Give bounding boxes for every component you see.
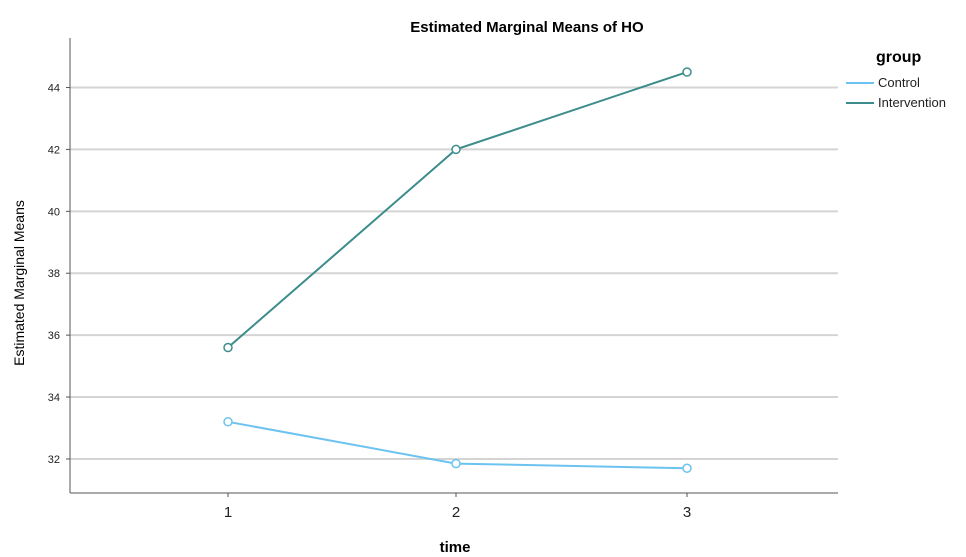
legend-label-control: Control <box>878 75 920 90</box>
y-tick-label: 44 <box>48 83 60 95</box>
data-point-intervention <box>451 144 461 155</box>
y-tick-label: 40 <box>48 206 60 218</box>
y-tick-label: 32 <box>48 454 60 466</box>
series-line-intervention <box>227 71 688 349</box>
data-point-intervention <box>682 67 692 77</box>
y-tick-label: 34 <box>48 392 60 404</box>
x-tick-label: 2 <box>452 504 460 521</box>
data-point-control <box>223 417 233 427</box>
data-point-intervention <box>223 342 233 353</box>
x-tick-label: 3 <box>683 504 691 521</box>
legend-label-intervention: Intervention <box>878 95 946 110</box>
data-point-control <box>682 463 692 473</box>
legend-title: group <box>876 49 922 66</box>
series-group <box>223 67 692 473</box>
chart-title: Estimated Marginal Means of HO <box>410 19 644 36</box>
x-tick-labels: 1 2 3 <box>224 493 691 521</box>
x-tick-label: 1 <box>224 504 232 521</box>
y-tick-label: 42 <box>48 144 60 156</box>
gridlines <box>70 86 838 460</box>
y-axis-label: Estimated Marginal Means <box>11 200 27 366</box>
y-tick-label: 36 <box>48 330 60 342</box>
y-tick-labels: 32 34 36 38 40 42 44 <box>48 83 70 466</box>
legend: group Control Intervention <box>846 49 946 110</box>
y-tick-label: 38 <box>48 268 60 280</box>
x-axis-label: time <box>440 539 471 556</box>
data-point-control <box>451 458 461 469</box>
